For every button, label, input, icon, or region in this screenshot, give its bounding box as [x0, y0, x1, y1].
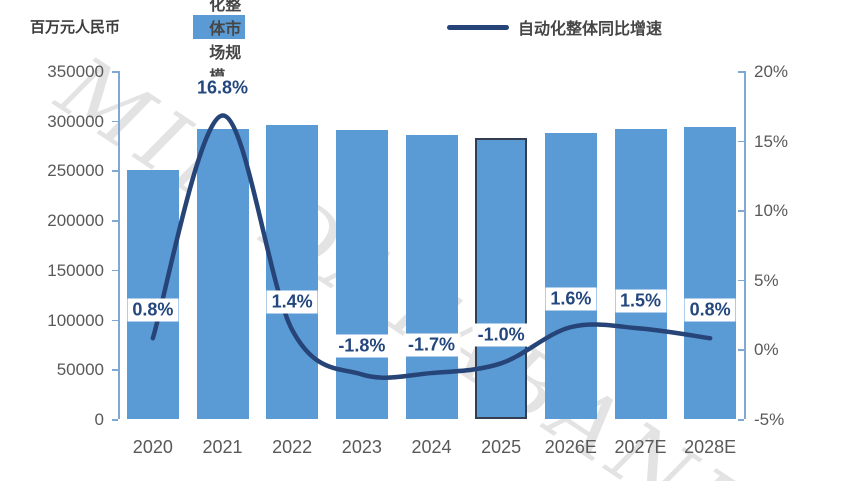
right-axis-tick-label: 20%	[754, 62, 789, 81]
bar-2027E	[614, 128, 667, 419]
right-axis-tick-mark	[738, 279, 744, 282]
left-axis-tick-mark	[112, 120, 118, 123]
left-axis-tick-mark	[112, 170, 118, 172]
right-axis-tick-label: 5%	[754, 270, 779, 290]
bar-2028E	[684, 126, 737, 419]
left-axis-tick-mark	[112, 269, 118, 272]
right-axis-tick-mark	[738, 140, 744, 143]
x-axis-label-2028E: 2028E	[684, 437, 737, 457]
x-axis-label-2024: 2024	[411, 437, 452, 457]
left-axis-tick-label: 300000	[47, 111, 104, 131]
right-axis-tick-mark	[738, 349, 744, 351]
left-axis-tick-mark	[112, 419, 118, 421]
left-axis-tick-label: 0	[94, 410, 104, 429]
growth-label-2027E: 1.5%	[614, 289, 667, 313]
x-axis-label-2021: 2021	[202, 437, 243, 457]
growth-label-2021: 16.8%	[191, 76, 254, 100]
growth-label-2022: 1.4%	[266, 290, 318, 314]
bar-2020	[126, 170, 179, 419]
right-axis-tick-mark	[738, 419, 744, 421]
right-axis-tick-label: 10%	[754, 201, 789, 221]
left-axis-tick-label: 100000	[47, 310, 104, 330]
x-axis-label-2020: 2020	[132, 437, 173, 457]
left-axis-line	[118, 71, 120, 419]
growth-label-2028E: 0.8%	[684, 298, 736, 322]
bar-2021	[196, 128, 249, 419]
legend: 自动化整体市场规模 自动化整体同比增速	[0, 0, 846, 86]
growth-label-2026E: 1.6%	[545, 287, 597, 311]
x-axis-label-2027E: 2027E	[614, 437, 667, 457]
x-axis-label-2023: 2023	[341, 437, 382, 457]
growth-line-path	[150, 113, 713, 380]
bar-series-swatch-icon	[193, 20, 201, 34]
legend-line-label: 自动化整体同比增速	[518, 21, 663, 38]
left-axis-tick-label: 350000	[47, 62, 104, 81]
legend-item-growth-rate: 自动化整体同比增速	[447, 15, 662, 39]
bar-2026E	[544, 133, 597, 419]
bar-2025	[475, 137, 528, 419]
right-axis-line	[744, 71, 746, 419]
plot-area	[118, 71, 745, 419]
left-axis-tick-label: 200000	[47, 211, 104, 231]
left-axis-tick-mark	[112, 71, 118, 73]
growth-label-2025: -1.0%	[472, 323, 530, 347]
x-axis-label-2025: 2025	[481, 437, 522, 457]
growth-label-2020: 0.8%	[127, 298, 179, 322]
left-axis-tick-label: 250000	[47, 161, 104, 181]
growth-label-2023: -1.8%	[333, 334, 391, 358]
right-axis-tick-label: 0%	[754, 340, 779, 360]
growth-label-2024: -1.7%	[402, 333, 461, 357]
legend-item-market-size: 自动化整体市场规模	[193, 0, 245, 86]
left-axis-tick-mark	[112, 319, 118, 322]
left-axis-tick-label: 50000	[56, 360, 104, 380]
left-axis-tick-mark	[112, 220, 118, 222]
left-axis-tick-mark	[112, 369, 118, 371]
line-series-swatch-icon	[447, 24, 509, 30]
growth-line-series	[150, 113, 713, 380]
x-axis-label-2022: 2022	[272, 437, 313, 457]
legend-bar-label: 自动化整体市场规模	[209, 0, 242, 86]
right-axis-tick-label: -5%	[754, 410, 785, 429]
unit-label: 百万元人民币	[30, 19, 121, 36]
left-axis-tick-label: 150000	[47, 260, 104, 280]
right-axis-tick-mark	[738, 71, 744, 73]
right-axis-tick-label: 15%	[754, 131, 789, 151]
right-axis-tick-mark	[738, 210, 744, 212]
x-axis-label-2026E: 2026E	[544, 437, 597, 457]
